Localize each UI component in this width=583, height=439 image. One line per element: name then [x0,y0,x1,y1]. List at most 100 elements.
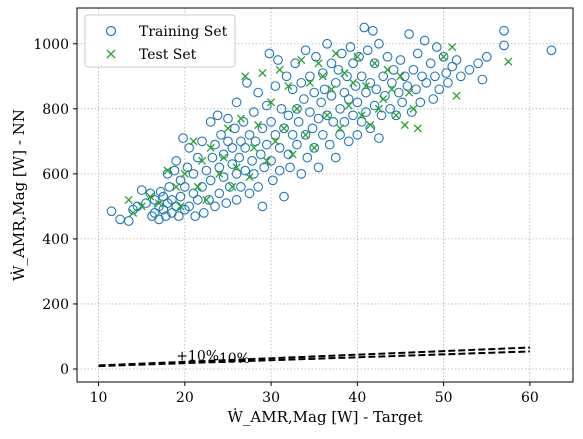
test-point [400,121,409,130]
training-point [342,71,352,82]
test-point [348,78,358,87]
test-point [146,192,155,201]
test-point [245,173,254,182]
training-point [190,211,201,221]
test-point [223,124,233,133]
test-point [279,124,289,133]
plus-10-percent-line [98,346,530,367]
training-point [481,51,492,62]
test-point [124,195,133,204]
training-point [305,107,315,117]
data-points [106,22,557,226]
training-point [178,133,188,143]
x-tick-label: 10 [90,390,108,406]
training-point [175,191,186,202]
training-point [317,68,328,78]
training-point [428,94,439,104]
training-point [274,165,285,176]
test-point [254,121,263,130]
legend: Training Set Test Set [84,14,236,68]
training-point [388,64,399,75]
training-point [158,191,169,202]
training-point [175,175,186,186]
training-point [281,71,292,82]
training-point [350,81,361,91]
training-point [345,42,356,52]
training-point [456,71,466,82]
y-tick-label: 0 [60,362,69,378]
test-point [176,202,185,211]
training-point [279,191,289,202]
test-point [392,111,401,120]
training-point [368,25,378,36]
grid [77,8,573,382]
test-point [297,55,306,65]
x-tick-label: 20 [176,390,194,406]
training-point [335,103,345,114]
training-point [431,42,442,52]
training-point [227,159,238,169]
test-point [344,101,353,110]
training-point [309,87,320,98]
training-point [292,103,302,114]
test-point [374,104,383,113]
training-point [214,162,225,173]
training-point [248,107,259,117]
legend-box [84,14,236,68]
training-point [184,142,194,153]
training-point [238,116,249,127]
legend-marker-test [106,49,116,59]
training-point [123,216,134,226]
test-point [452,91,461,100]
test-point [353,52,362,61]
training-point [374,133,384,143]
training-point [290,58,301,69]
training-point [473,58,483,69]
training-point [204,195,214,205]
training-point [309,142,320,153]
training-point [205,175,216,186]
training-point [169,165,180,176]
test-point [206,143,215,152]
training-point [382,51,393,62]
training-point [244,188,255,199]
training-point [343,94,354,104]
x-axis-label: Ẇ_AMR,Mag [W] - Target [227,408,422,426]
training-point [300,45,311,56]
y-tick-label: 600 [42,167,69,183]
training-point [343,136,354,147]
training-point [395,55,406,65]
training-point [434,84,445,95]
training-point [115,214,125,225]
test-point [180,169,189,178]
training-point [227,142,238,153]
test-point [241,72,250,81]
training-point [257,123,268,134]
training-point [188,169,199,179]
test-point [284,81,293,91]
test-point [215,169,224,178]
training-point [352,129,363,140]
x-tick-label: 50 [435,390,453,406]
test-point [448,42,457,52]
x-tick-label: 60 [521,390,539,406]
test-point [439,52,448,61]
training-point [250,136,261,147]
test-point [137,202,146,211]
test-point [504,57,513,66]
training-point [316,97,326,108]
legend-marker-training [105,25,117,37]
test-point [357,111,366,120]
training-point [255,149,266,160]
training-point [333,64,344,75]
training-point [136,185,147,195]
training-point [224,182,235,192]
training-point [326,58,337,69]
training-point [283,110,294,121]
test-point [387,85,396,94]
test-point [249,143,258,152]
test-point [236,114,245,123]
training-point [415,97,426,108]
training-point [328,116,339,127]
test-point [258,68,267,78]
